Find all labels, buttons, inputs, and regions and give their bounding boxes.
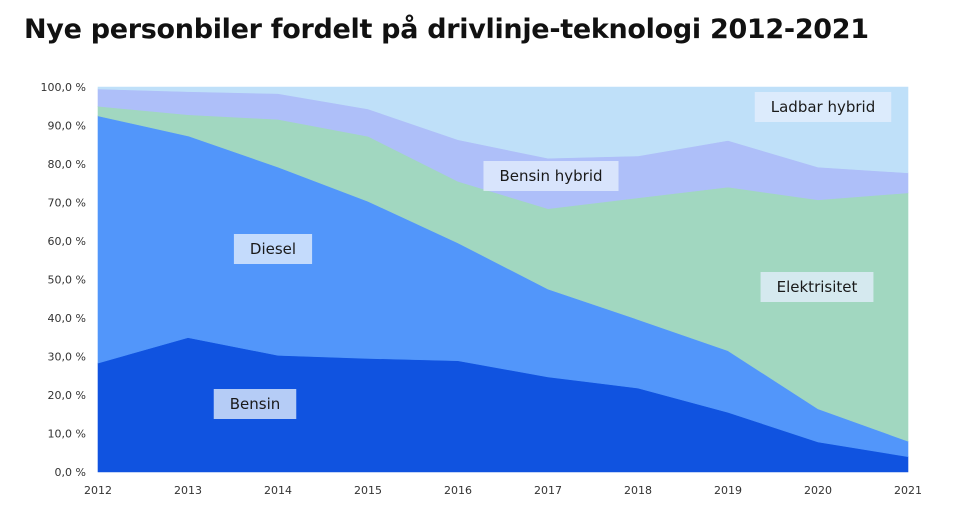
chart-title: Nye personbiler fordelt på drivlinje-tek… <box>24 14 869 45</box>
x-tick-label: 2017 <box>534 484 562 497</box>
series-areas <box>97 86 909 473</box>
x-axis-ticks: 2012 2013 2014 2015 2016 2017 2018 2019 2020 2021 <box>84 484 922 497</box>
series-label-background <box>213 389 297 419</box>
x-tick-label: 2013 <box>174 484 202 497</box>
area-ladbar-hybrid <box>97 86 909 174</box>
series-label-diesel: Diesel <box>233 234 313 264</box>
y-tick-label: 0,0 % <box>55 466 86 479</box>
y-tick-label: 20,0 % <box>48 389 86 402</box>
y-tick-label: 100,0 % <box>41 81 86 94</box>
y-tick-label: 90,0 % <box>48 120 86 133</box>
x-tick-label: 2018 <box>624 484 652 497</box>
x-tick-label: 2019 <box>714 484 742 497</box>
series-label-text: Elektrisitet <box>777 278 858 296</box>
y-axis-ticks: 0,0 % 10,0 % 20,0 % 30,0 % 40,0 % 50,0 % 60,0 … <box>41 81 86 479</box>
y-tick-label: 80,0 % <box>48 158 86 171</box>
series-label-background <box>754 92 892 122</box>
x-tick-label: 2016 <box>444 484 472 497</box>
series-label-ladbar-hybrid: Ladbar hybrid <box>754 92 892 122</box>
series-label-text: Bensin <box>230 395 281 413</box>
series-label-background <box>760 272 874 302</box>
series-labels: Bensin Diesel Elektrisitet Bensin hybrid Lad… <box>213 92 892 419</box>
series-label-elektrisitet: Elektrisitet <box>760 272 874 302</box>
x-tick-label: 2020 <box>804 484 832 497</box>
x-tick-label: 2014 <box>264 484 292 497</box>
y-tick-label: 70,0 % <box>48 197 86 210</box>
series-label-text: Bensin hybrid <box>499 167 602 185</box>
y-tick-label: 60,0 % <box>48 235 86 248</box>
series-label-text: Diesel <box>250 240 296 258</box>
x-tick-label: 2015 <box>354 484 382 497</box>
series-label-bensin-hybrid: Bensin hybrid <box>483 161 619 191</box>
series-label-bensin: Bensin <box>213 389 297 419</box>
x-tick-label: 2012 <box>84 484 112 497</box>
series-label-background <box>483 161 619 191</box>
series-label-background <box>233 234 313 264</box>
y-tick-label: 30,0 % <box>48 351 86 364</box>
y-tick-label: 10,0 % <box>48 428 86 441</box>
y-tick-label: 50,0 % <box>48 274 86 287</box>
series-label-text: Ladbar hybrid <box>771 98 875 116</box>
y-tick-label: 40,0 % <box>48 312 86 325</box>
x-tick-label: 2021 <box>894 484 922 497</box>
